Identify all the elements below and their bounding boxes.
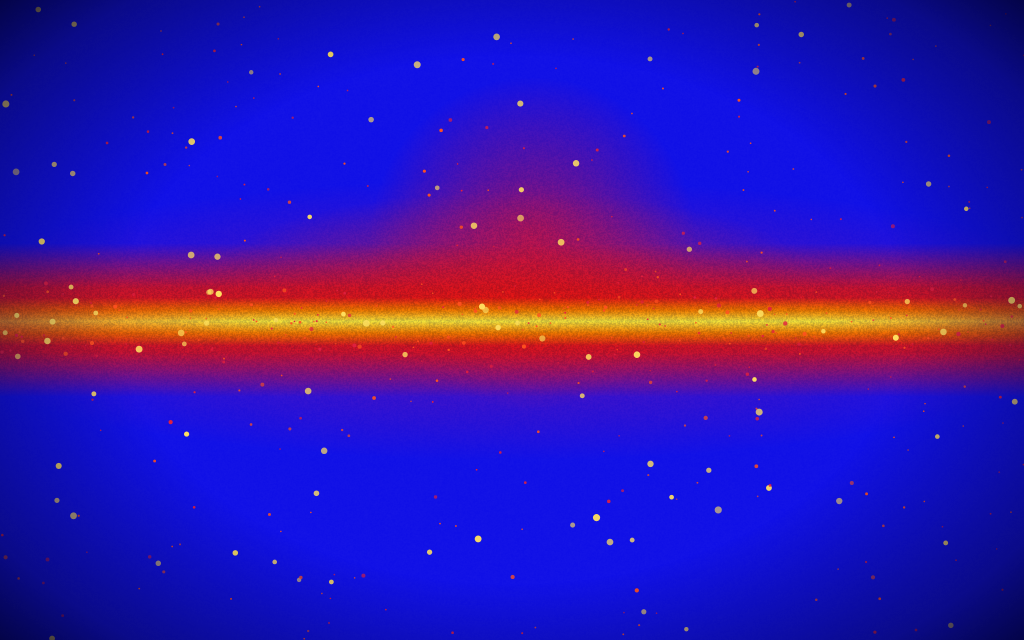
- gamma-ray-sky-image: [0, 0, 1024, 640]
- vignette: [0, 0, 1024, 640]
